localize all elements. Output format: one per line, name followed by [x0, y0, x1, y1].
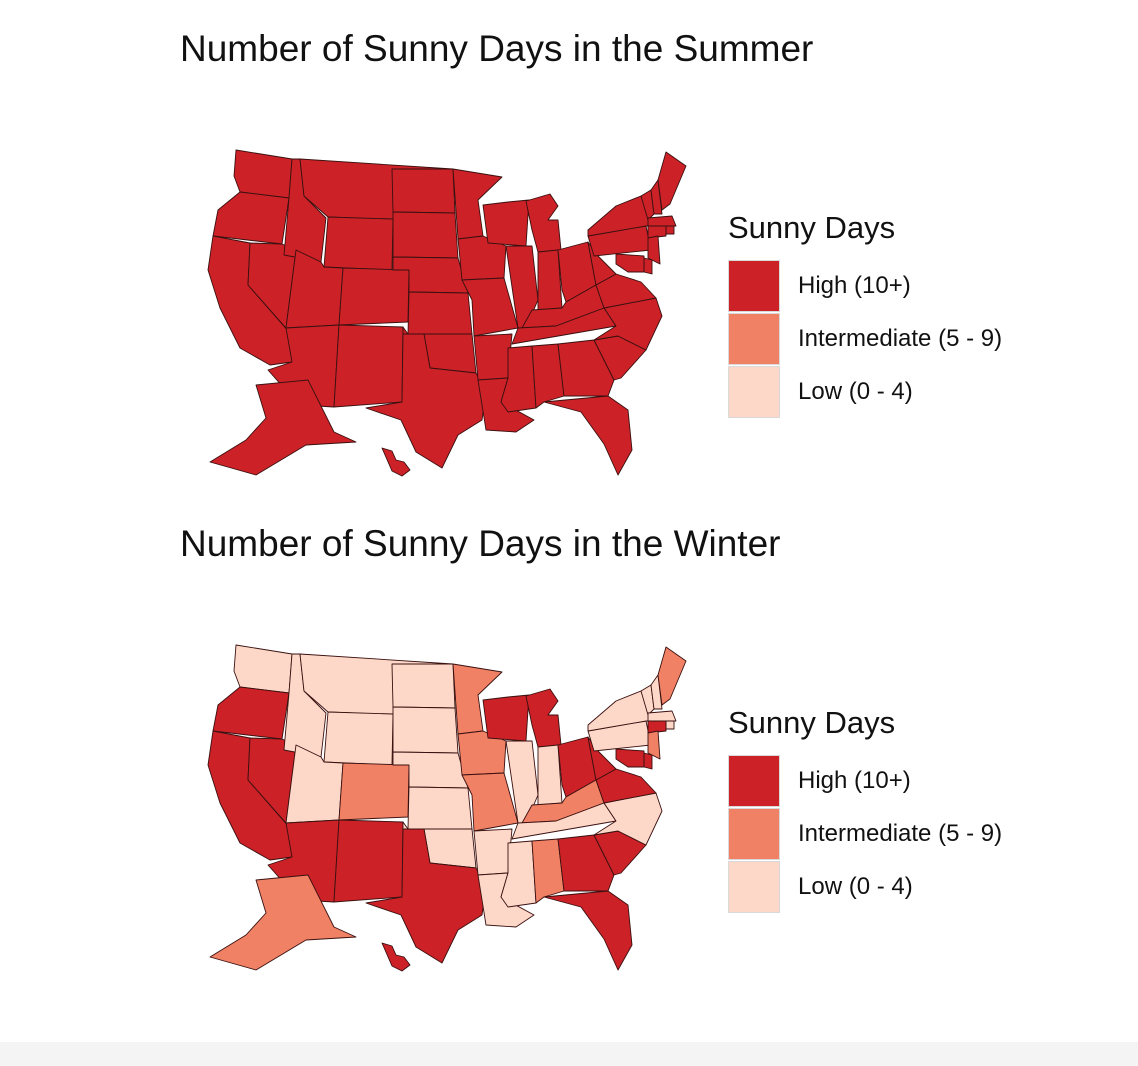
state-hi	[381, 447, 411, 477]
state-ri	[665, 720, 675, 730]
state-nj	[647, 730, 661, 760]
state-nc	[593, 297, 663, 351]
state-wa	[233, 644, 293, 694]
state-ks	[407, 291, 473, 335]
state-or	[212, 686, 290, 740]
summer-legend: Sunny Days High (10+) Intermediate (5 - …	[728, 210, 1002, 419]
state-ga	[557, 339, 615, 397]
state-tx	[365, 828, 487, 964]
state-sd	[392, 706, 459, 754]
winter-legend: Sunny Days High (10+) Intermediate (5 - …	[728, 705, 1002, 914]
state-tx	[365, 333, 487, 469]
state-mo	[461, 772, 519, 832]
summer-us-map	[207, 149, 687, 477]
state-nd	[391, 663, 456, 709]
state-mi	[525, 688, 562, 748]
state-ia	[457, 730, 507, 776]
state-md	[615, 748, 645, 768]
state-nc	[593, 792, 663, 846]
summer-map-panel: Number of Sunny Days in the Summer Sunny…	[0, 0, 1138, 495]
state-ak	[209, 379, 357, 476]
legend-swatch-high	[728, 755, 780, 807]
legend-label-high: High (10+)	[798, 272, 911, 299]
state-ct	[647, 720, 667, 734]
winter-legend-title: Sunny Days	[728, 705, 896, 740]
state-wa	[233, 149, 293, 199]
summer-legend-item-intermediate: Intermediate (5 - 9)	[728, 313, 1002, 366]
legend-label-low: Low (0 - 4)	[798, 378, 913, 405]
summer-legend-item-low: Low (0 - 4)	[728, 366, 913, 419]
state-mo	[461, 277, 519, 337]
legend-swatch-low	[728, 861, 780, 913]
legend-swatch-low	[728, 366, 780, 418]
state-in	[537, 249, 563, 311]
state-de	[643, 752, 653, 770]
state-nj	[647, 235, 661, 265]
state-al	[531, 838, 565, 904]
state-wy	[323, 711, 394, 766]
legend-swatch-intermediate	[728, 313, 780, 365]
winter-legend-item-low: Low (0 - 4)	[728, 861, 913, 914]
state-or	[212, 191, 290, 245]
state-ar	[473, 828, 513, 876]
state-mn	[452, 168, 503, 240]
legend-label-intermediate: Intermediate (5 - 9)	[798, 820, 1003, 847]
state-ma	[647, 215, 677, 227]
state-nd	[391, 168, 456, 214]
state-nm	[333, 324, 404, 408]
state-ak	[209, 874, 357, 971]
legend-swatch-intermediate	[728, 808, 780, 860]
state-fl	[543, 395, 633, 476]
state-fl	[543, 890, 633, 971]
state-ks	[407, 786, 473, 830]
state-md	[615, 253, 645, 273]
footer-strip	[0, 1042, 1138, 1066]
state-me	[657, 151, 687, 211]
state-ri	[665, 225, 675, 235]
winter-legend-item-high: High (10+)	[728, 755, 911, 808]
state-wi	[482, 694, 530, 742]
state-de	[643, 257, 653, 275]
state-co	[338, 762, 410, 821]
legend-label-intermediate: Intermediate (5 - 9)	[798, 325, 1003, 352]
state-nh	[650, 674, 663, 710]
state-me	[657, 646, 687, 706]
state-nm	[333, 819, 404, 903]
legend-label-low: Low (0 - 4)	[798, 873, 913, 900]
summer-legend-title: Sunny Days	[728, 210, 896, 245]
state-mi	[525, 193, 562, 253]
winter-legend-item-intermediate: Intermediate (5 - 9)	[728, 808, 1002, 861]
state-wy	[323, 216, 394, 271]
state-sd	[392, 211, 459, 259]
state-mn	[452, 663, 503, 735]
legend-label-high: High (10+)	[798, 767, 911, 794]
state-ia	[457, 235, 507, 281]
legend-swatch-high	[728, 260, 780, 312]
state-ar	[473, 333, 513, 381]
summer-map-title: Number of Sunny Days in the Summer	[180, 28, 814, 69]
winter-us-map	[207, 644, 687, 972]
state-ma	[647, 710, 677, 722]
state-hi	[381, 942, 411, 972]
state-al	[531, 343, 565, 409]
state-ga	[557, 834, 615, 892]
winter-map-title: Number of Sunny Days in the Winter	[180, 523, 781, 564]
state-nh	[650, 179, 663, 215]
state-in	[537, 744, 563, 806]
winter-map-panel: Number of Sunny Days in the Winter Sunny…	[0, 495, 1138, 990]
state-wi	[482, 199, 530, 247]
summer-legend-item-high: High (10+)	[728, 260, 911, 313]
state-ct	[647, 225, 667, 239]
state-co	[338, 267, 410, 326]
